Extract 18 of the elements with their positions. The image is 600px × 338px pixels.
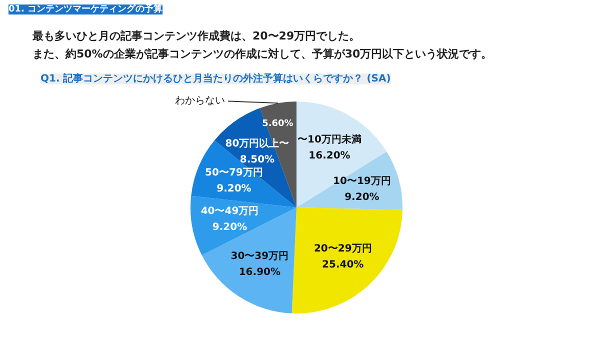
data-label: 9.20% [212,222,248,234]
slice-label: 30〜39万円 [230,250,289,262]
data-label: 8.50% [240,154,275,166]
data-label: 9.20% [216,184,252,195]
slice-label: わからない [174,96,225,107]
chart-subtitle: 最も多いひと月の記事コンテンツ作成費は、20〜29万円でした。 [32,30,360,42]
data-label: 9.20% [344,192,380,204]
slice-label: 40〜49万円 [200,206,259,218]
text: また、約50%の企業が記事コンテンツの作成に対して、予算が30万円以下という状況です。 [32,48,492,60]
text: 01. コンテンツマーケティングの予算 [8,4,163,14]
data-label: 16.20% [308,150,350,162]
slice-label: 50〜79万円 [205,168,263,179]
data-label: 16.90% [238,266,281,278]
slice-label: 20〜29万円 [314,244,372,255]
slice-label: 10〜19万円 [333,176,391,188]
data-label: 25.40% [322,260,364,271]
text: Q1. 記事コンテンツにかけるひと月当たりの外注予算はいくらですか？ (SA) [40,72,391,84]
slice-label: 〜10万円未満 [298,134,362,146]
